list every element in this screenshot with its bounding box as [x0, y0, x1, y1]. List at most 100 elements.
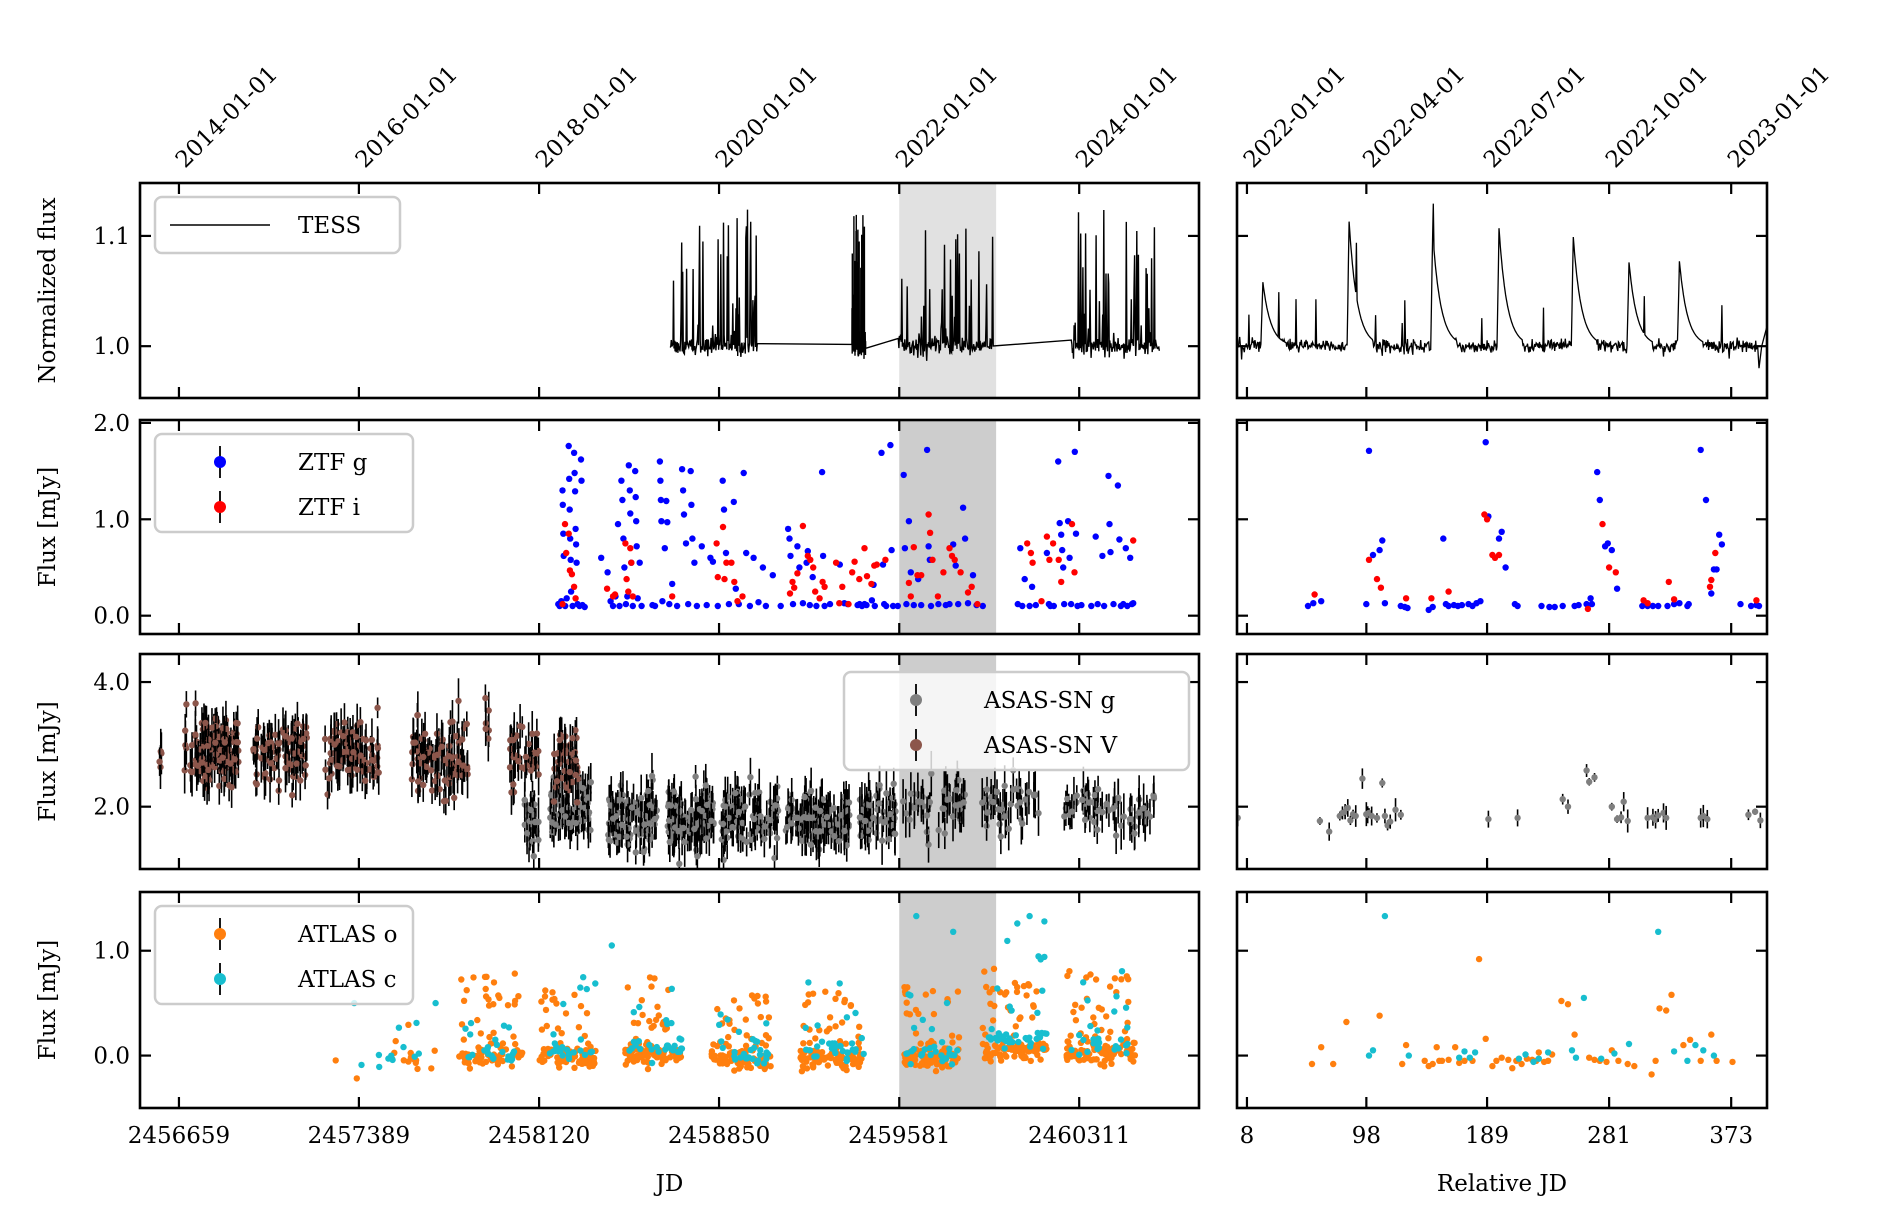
asas-sn-v-point	[550, 798, 558, 805]
asas-sn-g-point	[693, 846, 700, 854]
atlas-c-point	[1568, 1047, 1576, 1054]
atlas-o-point	[1088, 1057, 1095, 1064]
atlas-o-point	[809, 1061, 816, 1068]
top-date-label: 2022-07-01	[1479, 61, 1591, 173]
atlas-c-point	[546, 1050, 554, 1057]
asas-sn-g-point	[1368, 812, 1375, 820]
ztf-g-point	[750, 554, 757, 561]
atlas-o-point	[589, 1062, 597, 1070]
atlas-c-point	[1471, 1049, 1479, 1056]
asas-sn-g-point	[795, 825, 802, 832]
asas-sn-g-point	[1769, 788, 1775, 794]
ztf-g-point	[685, 600, 692, 608]
ztf-g-point	[560, 530, 567, 537]
ztf-i-point	[1038, 598, 1045, 605]
atlas-o-point	[553, 1000, 560, 1007]
atlas-o-point	[1603, 1058, 1610, 1066]
atlas-o-point	[466, 1065, 474, 1072]
atlas-o-point	[562, 1010, 570, 1017]
asas-sn-g-point	[1780, 744, 1786, 750]
asas-sn-g-point	[875, 800, 883, 807]
asas-sn-g-point	[670, 788, 677, 795]
atlas-o-point	[824, 1062, 832, 1069]
atlas-c-point	[719, 1044, 726, 1052]
legend-tess: TESS	[153, 195, 402, 255]
atlas-o-point	[460, 997, 468, 1004]
asas-sn-g-point	[1010, 786, 1017, 793]
ztf-g-point	[925, 543, 932, 550]
asas-sn-v-point	[211, 764, 218, 771]
asas-sn-g-point	[1344, 804, 1352, 812]
atlas-o-point	[711, 1052, 718, 1060]
asas-sn-v-point	[569, 778, 577, 786]
ztf-g-point	[1514, 602, 1521, 610]
atlas-c-point	[1008, 1007, 1015, 1014]
panel-tess-right-data	[1237, 203, 1767, 369]
ztf-i-point	[946, 545, 953, 552]
asas-sn-g-point	[646, 801, 653, 809]
asas-sn-g-point	[885, 836, 892, 843]
atlas-o-point	[761, 1065, 768, 1073]
atlas-o-point	[1558, 997, 1565, 1005]
ztf-g-point	[622, 600, 630, 608]
asas-sn-g-point	[807, 787, 815, 795]
atlas-o-point	[1489, 1062, 1496, 1070]
ztf-i-point	[1377, 584, 1385, 591]
atlas-o-point	[585, 1040, 592, 1047]
ztf-g-point	[559, 487, 566, 494]
asas-sn-g-point	[748, 836, 755, 843]
atlas-o-point	[847, 1002, 854, 1009]
axes-frame-tess-left	[138, 181, 1201, 400]
ztf-i-point	[719, 523, 727, 531]
atlas-o-point	[744, 1064, 751, 1071]
asas-sn-v-point	[183, 701, 190, 708]
ztf-g-point	[946, 600, 953, 608]
atlas-o-point	[634, 1020, 642, 1027]
asas-sn-g-point	[1002, 813, 1009, 820]
asas-sn-g-point	[949, 813, 957, 820]
atlas-o-point	[986, 989, 993, 996]
atlas-c-point	[718, 1038, 725, 1045]
ztf-g-point	[784, 525, 792, 533]
x-tick-label-jd: 2457389	[308, 1123, 410, 1149]
ztf-i-point	[907, 593, 914, 600]
asas-sn-v-point	[233, 738, 240, 746]
ztf-g-point	[566, 506, 573, 513]
atlas-c-point	[1625, 1040, 1633, 1048]
atlas-c-point	[1530, 1058, 1537, 1066]
ztf-g-point	[1716, 531, 1723, 538]
asas-sn-g-point	[865, 836, 872, 844]
atlas-o-point	[1330, 1060, 1337, 1068]
asas-sn-v-point	[228, 784, 235, 791]
atlas-c-point	[811, 1053, 818, 1060]
ztf-g-point	[1032, 601, 1040, 609]
asas-sn-g-point	[640, 848, 647, 856]
atlas-c-point	[1611, 1050, 1618, 1057]
ztf-i-point	[810, 564, 817, 571]
atlas-o-point	[646, 974, 654, 981]
atlas-c-point	[637, 1045, 644, 1053]
ztf-g-point	[604, 569, 611, 576]
ztf-i-point	[926, 529, 934, 536]
asas-sn-v-point	[250, 746, 257, 753]
atlas-o-point	[832, 1023, 839, 1030]
ztf-g-point	[632, 493, 639, 501]
atlas-o-point	[730, 997, 738, 1004]
ztf-i-point	[910, 544, 917, 551]
top-date-label: 2022-01-01	[1239, 61, 1351, 173]
asas-sn-g-point	[692, 773, 699, 780]
asas-sn-v-point	[348, 755, 356, 762]
ztf-g-point	[633, 518, 640, 525]
asas-sn-g-point	[1110, 805, 1117, 812]
atlas-o-point	[987, 1053, 994, 1060]
ztf-g-point	[688, 501, 695, 508]
ztf-g-point	[1088, 602, 1095, 610]
asas-sn-g-point	[1094, 785, 1102, 793]
ztf-g-point	[577, 456, 585, 463]
atlas-c-point	[678, 1036, 685, 1043]
atlas-o-point	[1072, 1017, 1080, 1024]
atlas-o-point	[554, 1025, 562, 1032]
asas-sn-g-point	[928, 770, 935, 777]
asas-sn-v-point	[566, 768, 573, 776]
